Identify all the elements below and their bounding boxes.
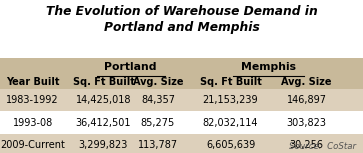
Text: Sq. Ft Built: Sq. Ft Built: [73, 77, 134, 87]
Text: 30,256: 30,256: [290, 140, 324, 150]
Text: 1983-1992: 1983-1992: [7, 95, 59, 105]
Text: 6,605,639: 6,605,639: [206, 140, 255, 150]
Text: 82,032,114: 82,032,114: [203, 118, 258, 128]
Text: 113,787: 113,787: [138, 140, 178, 150]
Text: 303,823: 303,823: [287, 118, 327, 128]
Text: 36,412,501: 36,412,501: [76, 118, 131, 128]
Text: Memphis: Memphis: [241, 62, 296, 72]
Text: The Evolution of Warehouse Demand in
Portland and Memphis: The Evolution of Warehouse Demand in Por…: [46, 5, 317, 34]
Text: Source:  CoStar: Source: CoStar: [289, 142, 356, 151]
Text: 146,897: 146,897: [287, 95, 327, 105]
Text: Sq. Ft Built: Sq. Ft Built: [200, 77, 261, 87]
Text: 21,153,239: 21,153,239: [203, 95, 258, 105]
Bar: [0, 111, 363, 134]
Text: Portland: Portland: [105, 62, 157, 72]
Bar: [0, 89, 363, 111]
Text: 14,425,018: 14,425,018: [76, 95, 131, 105]
Text: Avg. Size: Avg. Size: [281, 77, 332, 87]
Bar: [0, 58, 363, 89]
Text: 2009-Current: 2009-Current: [0, 140, 65, 150]
Text: 84,357: 84,357: [141, 95, 175, 105]
Bar: [0, 134, 363, 153]
Text: Avg. Size: Avg. Size: [132, 77, 183, 87]
Text: Year Built: Year Built: [6, 77, 60, 87]
Text: 3,299,823: 3,299,823: [79, 140, 128, 150]
Text: 1993-08: 1993-08: [13, 118, 53, 128]
Text: 85,275: 85,275: [141, 118, 175, 128]
